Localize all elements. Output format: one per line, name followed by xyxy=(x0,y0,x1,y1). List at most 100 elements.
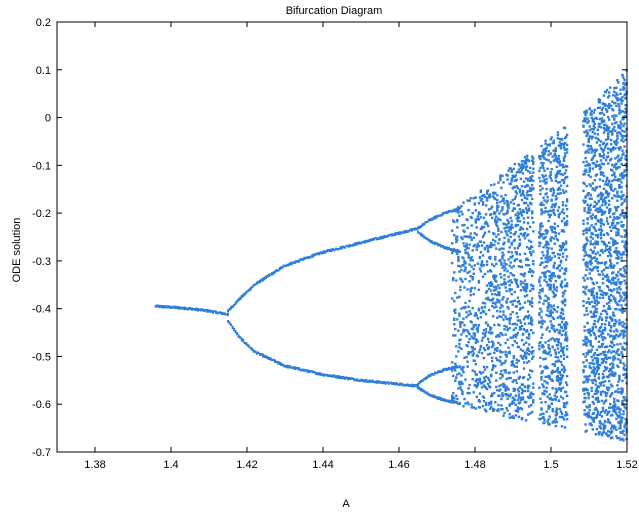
data-point xyxy=(622,373,625,376)
data-point xyxy=(615,114,618,117)
data-point xyxy=(619,288,622,291)
data-point xyxy=(423,390,426,393)
data-point xyxy=(414,227,416,230)
data-point xyxy=(525,157,529,160)
data-point xyxy=(530,396,533,399)
data-point xyxy=(499,388,502,391)
data-point xyxy=(615,86,618,89)
data-point xyxy=(607,278,610,281)
data-point xyxy=(587,120,590,123)
data-point xyxy=(531,346,534,349)
data-point xyxy=(542,254,545,257)
data-point xyxy=(583,182,586,186)
data-point xyxy=(602,402,606,405)
data-point xyxy=(609,209,612,213)
data-point xyxy=(498,293,501,297)
data-point xyxy=(514,230,517,234)
data-point xyxy=(490,242,493,245)
data-point xyxy=(549,171,552,174)
data-point xyxy=(468,199,471,203)
data-point xyxy=(598,273,602,276)
data-point xyxy=(473,232,476,235)
data-point xyxy=(462,242,465,245)
data-point xyxy=(549,283,552,287)
data-point xyxy=(497,408,500,411)
data-point xyxy=(620,122,623,126)
data-point xyxy=(448,209,450,212)
data-point xyxy=(558,264,562,267)
data-point xyxy=(262,353,264,356)
data-point xyxy=(468,383,471,387)
data-point xyxy=(607,418,610,421)
data-point xyxy=(486,382,490,386)
data-point xyxy=(617,179,620,182)
data-point xyxy=(360,379,363,382)
data-point xyxy=(553,421,556,424)
data-point xyxy=(615,301,618,304)
data-point xyxy=(562,191,566,194)
data-point xyxy=(592,124,595,127)
data-point xyxy=(620,430,623,433)
data-point xyxy=(509,182,512,186)
data-point xyxy=(498,394,501,397)
data-point xyxy=(523,252,527,255)
data-point xyxy=(398,382,401,385)
data-point xyxy=(468,280,471,283)
data-point xyxy=(601,296,605,299)
data-point xyxy=(514,379,517,382)
data-point xyxy=(315,253,318,256)
data-point xyxy=(271,272,274,274)
data-point xyxy=(607,351,610,354)
data-point xyxy=(523,196,527,200)
data-point xyxy=(451,261,454,265)
data-point xyxy=(591,428,594,431)
data-point xyxy=(596,357,600,361)
data-point xyxy=(611,370,614,374)
data-point xyxy=(475,226,478,229)
data-point xyxy=(604,409,608,412)
data-point xyxy=(548,375,551,378)
data-point xyxy=(614,187,617,191)
data-point xyxy=(599,197,603,201)
data-point xyxy=(489,193,492,196)
data-point xyxy=(369,380,372,383)
data-point xyxy=(417,386,419,389)
data-point xyxy=(585,227,588,230)
data-point xyxy=(616,274,619,278)
data-point xyxy=(372,238,375,241)
data-point xyxy=(549,152,552,155)
data-point xyxy=(315,372,318,375)
data-point xyxy=(246,289,249,292)
data-point xyxy=(526,378,530,381)
data-point xyxy=(601,338,605,342)
data-point xyxy=(556,224,560,228)
data-point xyxy=(383,236,386,239)
data-point xyxy=(479,199,483,202)
data-point xyxy=(275,361,278,364)
data-point xyxy=(278,362,281,364)
data-point xyxy=(592,226,595,229)
data-point xyxy=(602,156,606,160)
data-point xyxy=(610,229,613,232)
data-point xyxy=(462,330,465,334)
data-point xyxy=(489,407,492,410)
data-point xyxy=(620,134,623,137)
data-point xyxy=(587,174,590,177)
data-point xyxy=(430,394,433,397)
data-point xyxy=(506,178,509,181)
data-point xyxy=(550,209,553,213)
data-point xyxy=(554,424,557,428)
data-point xyxy=(538,291,541,295)
data-point xyxy=(604,319,608,322)
data-point xyxy=(615,320,618,323)
data-point xyxy=(492,238,495,242)
data-point xyxy=(231,325,234,328)
data-point xyxy=(502,283,505,286)
data-point xyxy=(307,256,310,259)
data-point xyxy=(610,104,613,107)
data-point xyxy=(553,275,556,278)
data-point xyxy=(388,234,391,237)
data-point xyxy=(470,406,473,409)
data-point xyxy=(585,111,588,114)
data-point xyxy=(398,231,401,234)
